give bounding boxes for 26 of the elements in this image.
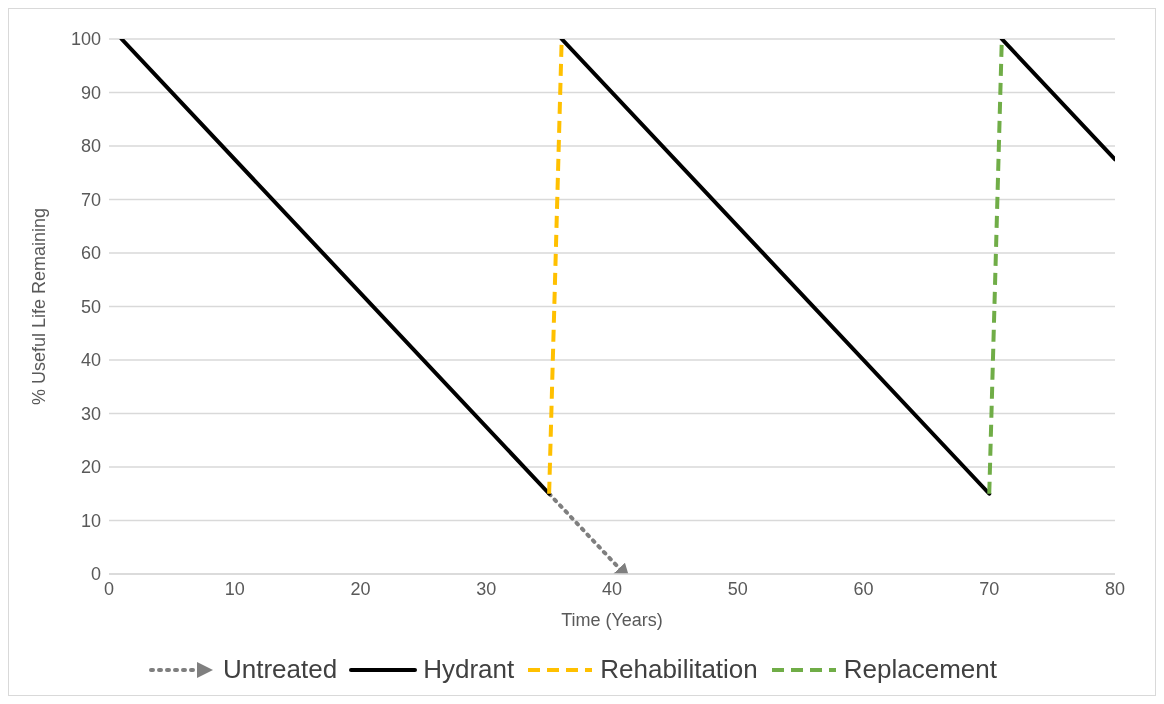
legend-label: Rehabilitation [600,654,758,685]
y-tick-label: 80 [80,136,101,157]
x-tick-label: 40 [601,578,623,599]
legend-label: Hydrant [423,654,515,685]
x-tick-label: 70 [979,578,1000,599]
x-tick-label: 80 [1104,578,1126,599]
y-axis-title: % Useful Life Remaining [29,207,50,406]
x-tick-label: 10 [224,578,245,599]
y-tick-label: 0 [90,564,101,585]
x-axis-title: Time (Years) [561,610,663,630]
y-tick-label: 40 [80,350,101,371]
x-tick-label: 50 [727,578,748,599]
y-tick-label: 30 [80,403,101,424]
x-tick-label: 0 [103,578,115,599]
x-tick-label: 30 [476,578,497,599]
y-tick-label: 20 [80,457,101,478]
y-tick-label: 60 [80,243,101,264]
y-tick-label: 10 [80,510,101,531]
y-tick-label: 100 [70,29,101,50]
y-tick-label: 70 [80,189,101,210]
y-tick-label: 50 [80,296,101,317]
y-tick-label: 90 [80,82,101,103]
x-tick-label: 20 [350,578,371,599]
legend-label: Replacement [843,654,997,685]
legend-label: Untreated [223,654,338,685]
x-tick-label: 60 [853,578,874,599]
